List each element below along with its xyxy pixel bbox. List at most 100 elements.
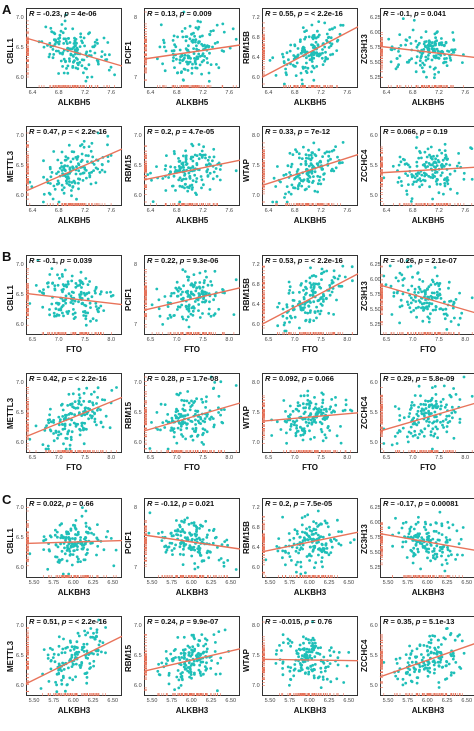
data-point	[48, 413, 51, 417]
data-point	[169, 429, 173, 432]
data-point	[412, 309, 416, 312]
y-tick-label: 6.5	[134, 410, 142, 416]
data-point	[450, 48, 453, 52]
data-point	[298, 290, 301, 294]
data-point	[180, 70, 183, 73]
data-point	[324, 436, 328, 440]
data-point	[57, 423, 61, 427]
y-tick-label: 6.5	[134, 163, 142, 169]
data-point	[276, 324, 280, 328]
data-point	[74, 156, 78, 159]
data-point	[445, 64, 449, 67]
data-point	[113, 73, 116, 77]
data-point	[73, 36, 76, 40]
data-point	[430, 412, 433, 415]
data-point	[420, 156, 423, 160]
x-tick-label: 6.8	[290, 90, 299, 96]
r-value: 0.55	[278, 9, 294, 18]
data-point	[437, 42, 441, 45]
data-point	[77, 300, 80, 304]
data-point	[422, 403, 425, 406]
data-point	[418, 300, 422, 304]
data-point	[411, 298, 415, 302]
data-point	[307, 164, 311, 168]
data-point	[390, 443, 394, 447]
data-point	[163, 403, 167, 406]
y-axis-label: ZCCHC4	[360, 149, 369, 182]
data-point	[390, 313, 394, 316]
x-tick-label: 7.6	[343, 90, 352, 96]
data-point	[190, 71, 194, 75]
data-point	[326, 159, 330, 163]
data-point	[200, 42, 203, 46]
data-point	[82, 139, 86, 143]
data-point	[412, 403, 416, 407]
x-tick-label: 6.4	[264, 90, 273, 96]
data-point	[419, 402, 423, 406]
data-point	[420, 290, 424, 294]
data-point	[403, 162, 407, 166]
data-point	[398, 418, 401, 422]
data-point	[325, 32, 329, 36]
data-point	[441, 308, 445, 312]
data-point	[341, 264, 345, 268]
y-tick-label: 6.0	[370, 132, 378, 139]
data-point	[297, 152, 301, 156]
data-point	[322, 293, 325, 296]
regression-line	[143, 402, 241, 432]
data-point	[194, 281, 197, 285]
data-point	[219, 380, 223, 384]
data-point	[427, 54, 430, 57]
data-point	[51, 197, 55, 201]
data-point	[303, 188, 307, 192]
data-point	[155, 411, 159, 414]
data-point	[61, 290, 64, 294]
data-point	[407, 183, 410, 186]
data-point	[339, 441, 343, 445]
data-point	[70, 279, 74, 283]
data-point	[270, 434, 274, 437]
data-point	[445, 176, 449, 179]
data-point	[340, 284, 344, 288]
x-tick-label: 7.6	[225, 90, 234, 96]
regression-line	[261, 273, 359, 325]
data-point	[432, 54, 436, 58]
x-tick-label: 8.0	[343, 337, 352, 343]
y-tick-label: 7	[134, 75, 138, 82]
data-point	[310, 56, 314, 59]
data-point	[94, 305, 98, 308]
data-point	[192, 285, 195, 289]
data-point	[423, 289, 426, 292]
data-point	[420, 183, 424, 187]
data-point	[91, 414, 94, 418]
data-point	[434, 36, 437, 40]
data-point	[446, 182, 450, 186]
data-point	[159, 23, 163, 27]
data-point	[429, 433, 433, 437]
data-point	[312, 319, 316, 322]
data-point	[51, 282, 54, 285]
data-point	[67, 309, 71, 313]
data-point	[398, 271, 402, 275]
data-point	[186, 69, 190, 72]
data-point	[150, 303, 154, 307]
data-point	[63, 19, 67, 23]
data-point	[288, 404, 292, 408]
data-point	[327, 46, 331, 49]
x-tick-label: 6.8	[172, 208, 181, 214]
data-point	[171, 39, 175, 42]
data-point	[282, 399, 286, 402]
data-point	[425, 75, 428, 79]
data-point	[427, 304, 431, 308]
x-tick-label: 7.2	[81, 208, 89, 214]
data-point	[190, 403, 194, 407]
data-point	[439, 400, 443, 404]
scatter-plot-rbm15b: R = 0.53, p = < 2.2e-16 RBM15B 6.0 6.4 6.8 7.…	[242, 251, 362, 367]
p-value: 9.3e-06	[192, 256, 219, 265]
data-point	[81, 171, 85, 175]
data-point	[307, 421, 311, 425]
data-point	[68, 57, 71, 61]
data-point	[62, 442, 65, 446]
p-value: 0.009	[192, 9, 212, 18]
data-point	[28, 180, 32, 184]
